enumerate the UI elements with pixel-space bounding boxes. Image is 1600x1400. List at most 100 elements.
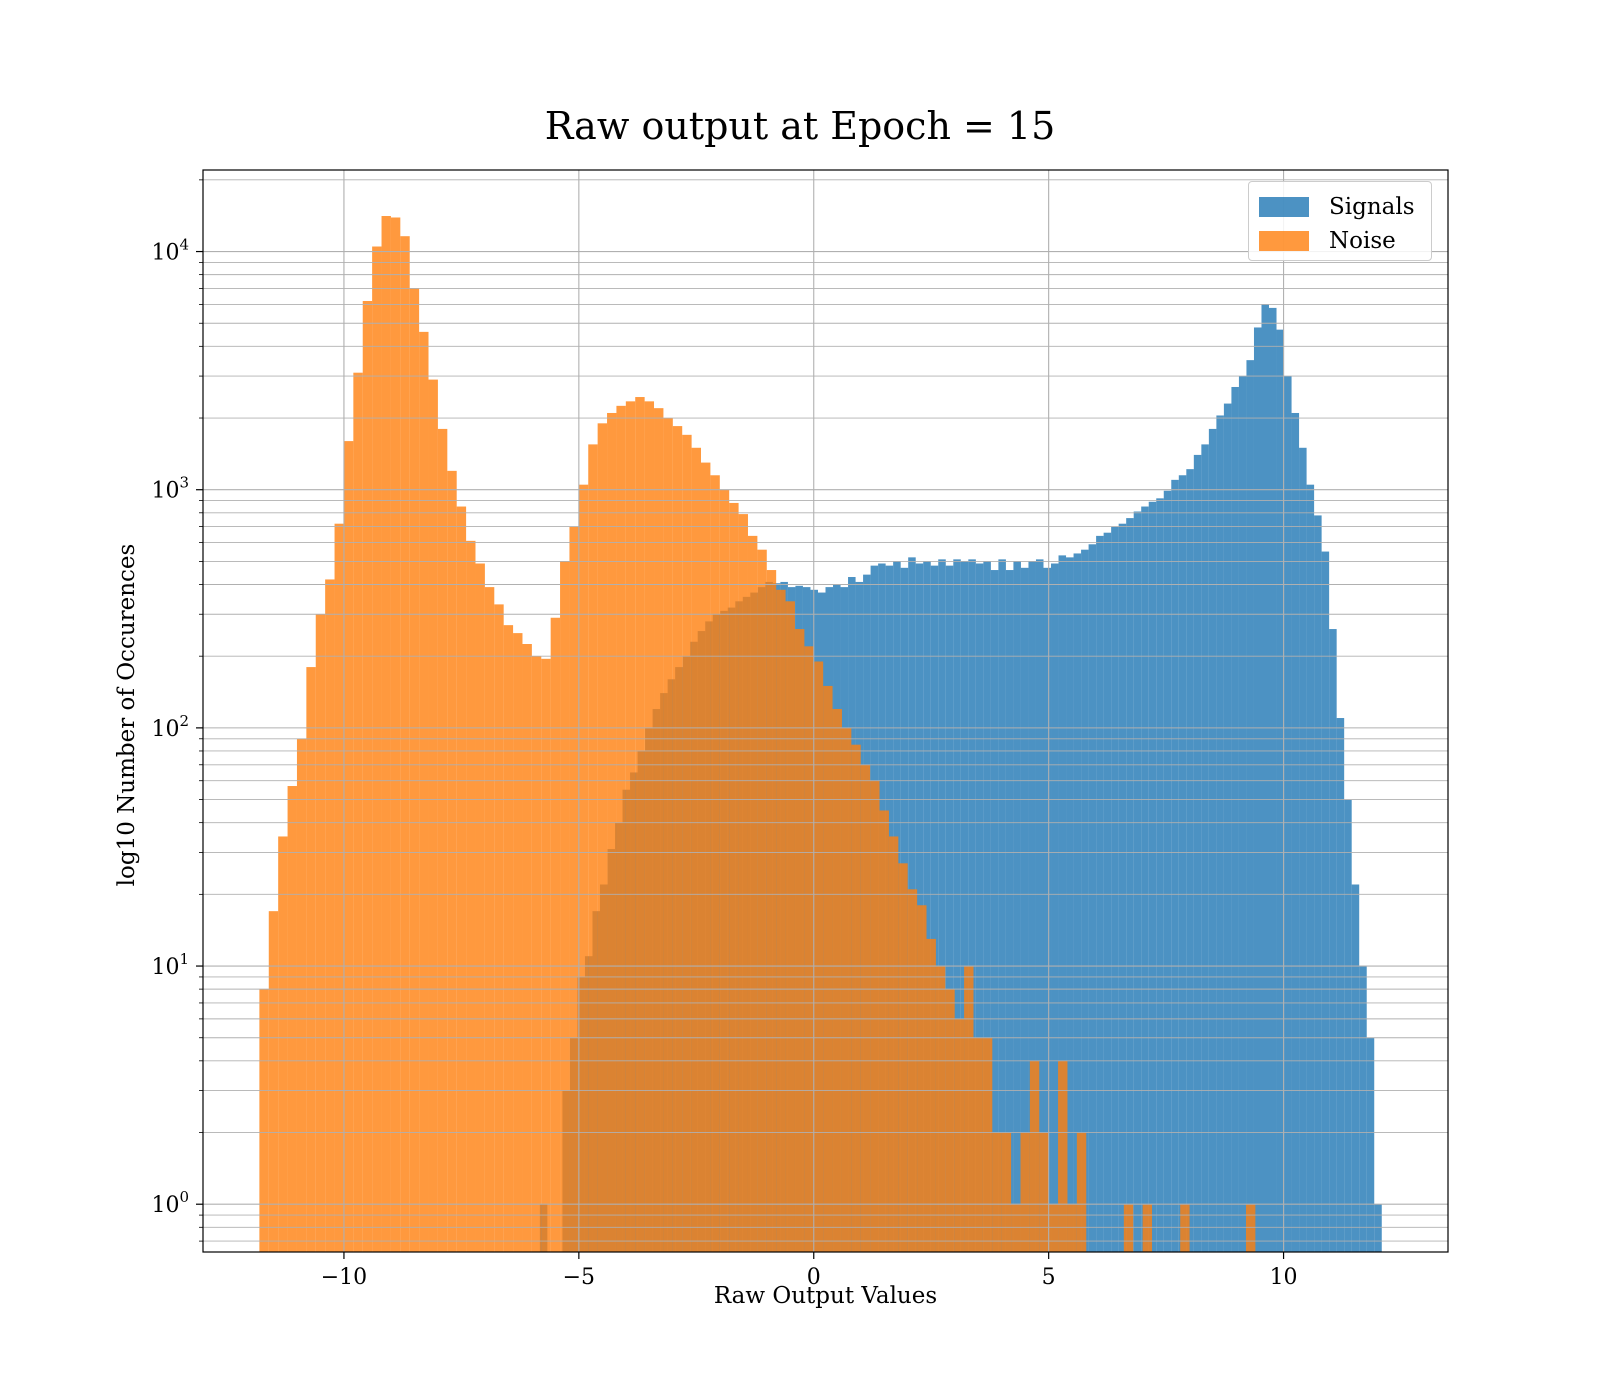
histogram-bar xyxy=(1180,1204,1190,1252)
histogram-bar xyxy=(841,727,852,1252)
histogram-bar xyxy=(1148,501,1157,1252)
histogram-bar xyxy=(1374,1204,1382,1252)
histogram-bar xyxy=(964,966,974,1252)
histogram-bar xyxy=(400,236,410,1252)
histogram-bar xyxy=(1058,555,1067,1252)
histogram-bar xyxy=(625,401,636,1253)
histogram-bar xyxy=(325,579,335,1252)
x-axis-label: Raw Output Values xyxy=(713,1283,938,1309)
histogram-bar xyxy=(1231,386,1239,1253)
histogram-bar xyxy=(315,614,326,1252)
histogram-bar xyxy=(419,331,429,1252)
plot-frame xyxy=(202,169,1449,1253)
histogram-bar xyxy=(1013,561,1021,1252)
histogram-bar xyxy=(672,426,683,1253)
histogram-bar xyxy=(1359,966,1367,1252)
histogram-bar xyxy=(437,428,448,1252)
histogram-bar xyxy=(879,810,889,1252)
histogram-bar xyxy=(1035,559,1044,1252)
histogram-bar xyxy=(1344,799,1352,1252)
histogram-bar xyxy=(362,301,373,1252)
histogram-bar xyxy=(513,633,523,1252)
histogram-bar xyxy=(1051,563,1059,1252)
histogram-bar xyxy=(813,661,824,1252)
histogram-bar xyxy=(390,217,401,1253)
histogram-bar xyxy=(484,587,495,1252)
histogram-bar xyxy=(334,523,344,1252)
histogram-bar xyxy=(1186,469,1194,1252)
histogram-bar xyxy=(1123,1204,1134,1252)
histogram-bar xyxy=(1141,506,1149,1252)
histogram-bar xyxy=(1028,561,1036,1252)
x-tick-label: 0 xyxy=(807,1265,821,1290)
histogram-bar xyxy=(870,780,880,1252)
histogram-bar xyxy=(1156,498,1164,1253)
histogram-bars xyxy=(259,216,1382,1253)
histogram-bar xyxy=(531,656,542,1252)
histogram-bar xyxy=(428,379,438,1253)
y-tick-label: 104 xyxy=(151,236,189,266)
histogram-bar xyxy=(541,658,551,1252)
histogram-bar xyxy=(1005,570,1014,1252)
histogram-bar xyxy=(832,709,842,1252)
histogram-bar xyxy=(738,514,748,1252)
histogram-bar xyxy=(456,506,467,1252)
histogram-bar xyxy=(1329,629,1337,1252)
histogram-bar xyxy=(1336,718,1345,1252)
histogram-bar xyxy=(1126,518,1134,1252)
histogram-bar xyxy=(1238,376,1247,1253)
histogram-bar xyxy=(278,836,288,1252)
histogram-bar xyxy=(794,629,805,1252)
legend-label-signals: Signals xyxy=(1329,194,1415,220)
histogram-bar xyxy=(1223,403,1232,1252)
histogram-bar xyxy=(945,989,955,1252)
histogram-bar xyxy=(1291,412,1300,1253)
y-tick-label: 103 xyxy=(151,474,189,504)
histogram-bar xyxy=(1193,454,1202,1252)
grid-lines xyxy=(203,170,1448,1252)
histogram-bar xyxy=(578,484,589,1252)
histogram-bar xyxy=(776,589,786,1252)
histogram-bar xyxy=(888,836,899,1252)
histogram-bar xyxy=(1261,304,1269,1252)
histogram-bar xyxy=(938,559,946,1252)
histogram-bar xyxy=(1111,526,1119,1252)
histogram-bar xyxy=(1201,444,1209,1252)
histogram-bar xyxy=(1208,428,1217,1252)
histogram-bar xyxy=(381,216,391,1252)
histogram-bar xyxy=(1011,1204,1021,1252)
histogram-bar xyxy=(635,397,645,1252)
histogram-bar xyxy=(1269,307,1277,1252)
histogram-bar xyxy=(1001,1132,1012,1252)
histogram-bar xyxy=(1058,1060,1068,1252)
histogram-bar xyxy=(644,401,655,1253)
histogram-bar xyxy=(569,526,579,1252)
legend-item-noise: Noise xyxy=(1259,226,1396,256)
histogram-bar xyxy=(663,418,673,1252)
histogram-bar xyxy=(1088,544,1097,1252)
histogram-bar xyxy=(1171,479,1179,1252)
histogram-bar xyxy=(560,561,570,1252)
histogram-bar xyxy=(296,738,307,1252)
histogram-bar xyxy=(923,561,931,1252)
histogram-bar xyxy=(785,601,795,1252)
histogram-bar xyxy=(960,561,969,1252)
histogram-bar xyxy=(1076,1132,1087,1252)
histogram-bar xyxy=(616,405,626,1253)
histogram-bar xyxy=(992,1132,1002,1252)
histogram-bar xyxy=(1043,567,1052,1252)
histogram-bar xyxy=(607,412,617,1253)
histogram-bar xyxy=(766,570,777,1252)
histogram-bar xyxy=(1048,1204,1059,1252)
histogram-bar xyxy=(1020,1132,1030,1252)
x-tick-label: −5 xyxy=(563,1265,595,1290)
histogram-bar xyxy=(851,744,861,1252)
histogram-bar xyxy=(1216,415,1224,1253)
histogram-bar xyxy=(953,559,961,1252)
chart-title: Raw output at Epoch = 15 xyxy=(544,104,1056,148)
legend-item-signals: Signals xyxy=(1259,192,1415,222)
histogram-bar xyxy=(823,685,833,1252)
histogram-bar xyxy=(1178,475,1187,1252)
histogram-bar xyxy=(1306,484,1315,1252)
